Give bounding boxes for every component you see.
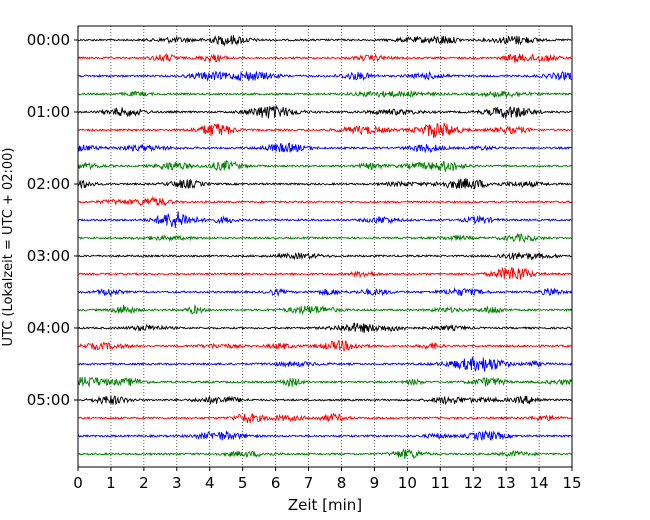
seismic-trace (77, 412, 572, 424)
x-tick-label: 10 (398, 474, 417, 492)
seismic-trace (77, 266, 572, 280)
seismic-trace (77, 304, 572, 316)
y-axis-ticks: 00:00 01:00 02:00 03:00 04:00 05:00 (27, 31, 78, 409)
seismic-trace (77, 286, 572, 298)
y-tick-label: 01:00 (27, 103, 70, 121)
seismic-trace (77, 105, 572, 120)
seismic-trace (77, 178, 572, 191)
x-tick-label: 15 (562, 474, 581, 492)
seismic-trace (77, 52, 572, 63)
plot-frame (77, 25, 573, 468)
y-axis-label: UTC (Lokalzeit = UTC + 02:00) (1, 148, 16, 347)
x-tick-label: 12 (464, 474, 483, 492)
y-tick-label: 02:00 (27, 175, 70, 193)
x-tick-label: 3 (172, 474, 182, 492)
seismic-trace (77, 90, 572, 99)
seismic-trace (77, 35, 572, 47)
seismic-trace (77, 355, 572, 373)
x-tick-label: 6 (271, 474, 281, 492)
y-tick-label: 03:00 (27, 247, 70, 265)
x-tick-label: 1 (106, 474, 116, 492)
seismic-trace (77, 122, 572, 138)
x-tick-label: 8 (337, 474, 347, 492)
seismic-trace (77, 70, 572, 82)
seismic-trace (77, 232, 572, 243)
x-tick-label: 11 (431, 474, 450, 492)
x-axis-label: Zeit [min] (288, 496, 362, 514)
seismic-trace (77, 376, 572, 388)
x-tick-label: 5 (238, 474, 248, 492)
seismic-trace (77, 159, 572, 173)
x-tick-label: 13 (497, 474, 516, 492)
seismic-trace (77, 142, 572, 154)
seismic-trace (77, 448, 572, 460)
seismic-trace (77, 322, 572, 333)
y-tick-label: 04:00 (27, 319, 70, 337)
x-tick-label: 14 (530, 474, 549, 492)
seismic-trace (77, 340, 572, 352)
x-tick-label: 0 (73, 474, 83, 492)
x-axis-ticks: 0 1 2 3 4 5 6 7 8 9 10 11 12 13 14 15 (73, 467, 582, 492)
seismic-trace (77, 252, 572, 261)
seismic-trace (77, 429, 572, 442)
y-tick-label: 00:00 (27, 31, 70, 49)
x-tick-label: 9 (370, 474, 380, 492)
x-tick-label: 7 (304, 474, 314, 492)
x-tick-label: 2 (139, 474, 149, 492)
seismic-traces (77, 35, 572, 460)
seismic-trace (77, 395, 572, 406)
x-tick-label: 4 (205, 474, 215, 492)
seismic-trace (77, 195, 572, 207)
seismic-trace (77, 211, 572, 228)
y-tick-label: 05:00 (27, 391, 70, 409)
